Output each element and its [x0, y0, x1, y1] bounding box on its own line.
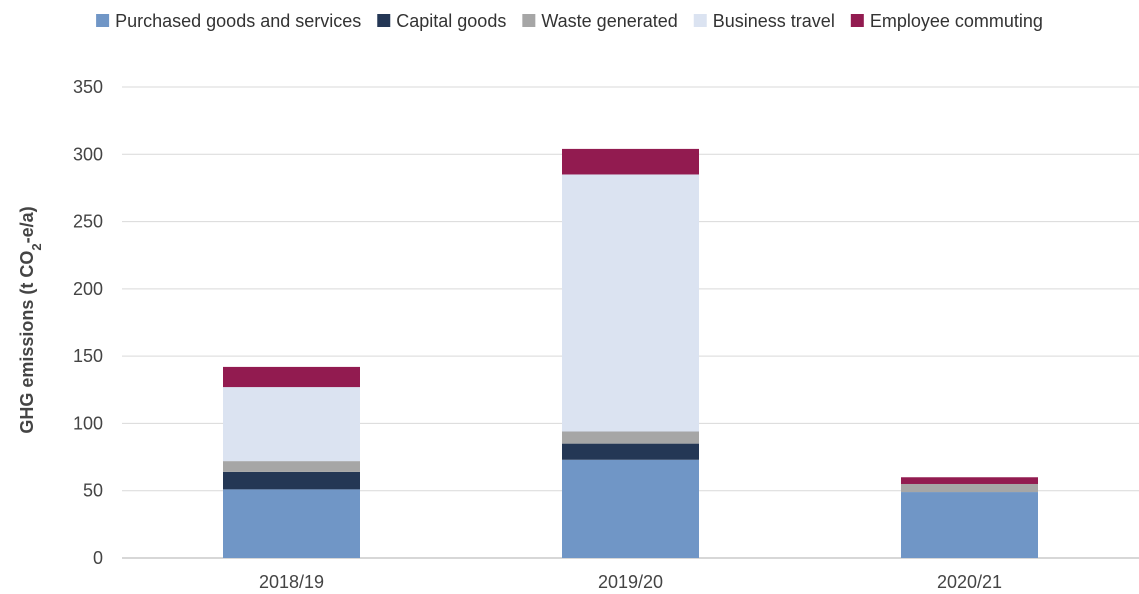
y-tick-label: 300 [73, 144, 103, 164]
bar-segment [562, 459, 699, 558]
legend-item: Employee commuting [850, 11, 1043, 31]
legend-label: Business travel [713, 11, 835, 31]
legend-swatch [693, 14, 707, 27]
y-tick-label: 250 [73, 212, 103, 232]
bar-segment [223, 471, 360, 490]
x-tick-label: 2019/20 [598, 572, 663, 592]
y-tick-label: 100 [73, 413, 103, 433]
bar-segment [901, 483, 1038, 493]
bar-segment [223, 366, 360, 388]
bar-segment [562, 148, 699, 175]
bar-segment [223, 489, 360, 558]
bar-segment [901, 477, 1038, 484]
y-tick-label: 350 [73, 77, 103, 97]
bar-segment [223, 461, 360, 472]
legend-swatch [850, 14, 864, 27]
y-tick-label: 200 [73, 279, 103, 299]
legend-swatch [377, 14, 391, 27]
x-tick-label: 2020/21 [937, 572, 1002, 592]
y-axis-ticks: 0 50 100 150 200 250 300 350 [73, 77, 103, 568]
bar-segment [562, 431, 699, 444]
y-tick-label: 0 [93, 548, 103, 568]
bar-segment [901, 492, 1038, 558]
legend-item: Business travel [693, 11, 835, 31]
legend: Purchased goods and services Capital good… [96, 11, 1043, 31]
legend-swatch [96, 14, 110, 27]
y-axis-label: GHG emissions (t CO2-e/a) [17, 206, 44, 433]
x-axis-ticks: 2018/19 2019/20 2020/21 [259, 572, 1002, 592]
legend-label: Capital goods [396, 11, 506, 31]
bar-segment [223, 387, 360, 462]
y-tick-label: 50 [83, 481, 103, 501]
bars [223, 148, 1038, 558]
bar-segment [562, 174, 699, 432]
bar-segment [562, 443, 699, 460]
legend-swatch [522, 14, 536, 27]
y-tick-label: 150 [73, 346, 103, 366]
legend-label: Waste generated [541, 11, 677, 31]
legend-item: Purchased goods and services [96, 11, 361, 31]
legend-label: Employee commuting [870, 11, 1043, 31]
legend-item: Waste generated [522, 11, 678, 31]
legend-item: Capital goods [377, 11, 506, 31]
legend-label: Purchased goods and services [115, 11, 361, 31]
x-tick-label: 2018/19 [259, 572, 324, 592]
